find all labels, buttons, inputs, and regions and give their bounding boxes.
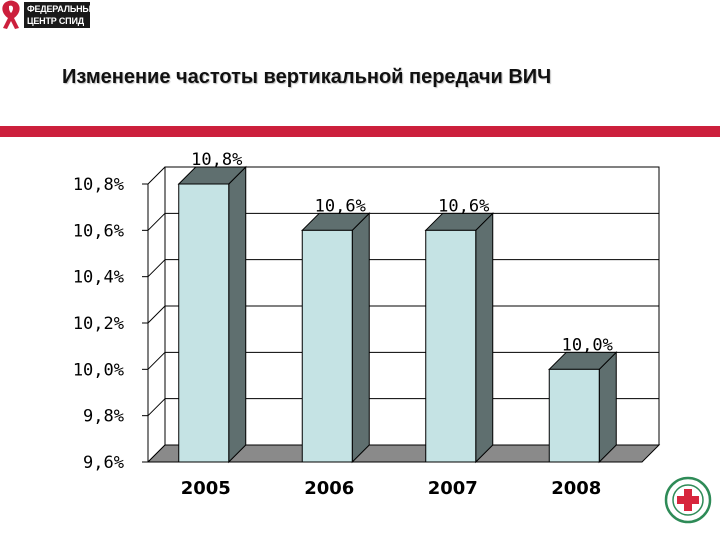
chart-floor xyxy=(146,444,661,463)
chart-labels: 9,6% 9,8% 10,0% 10,2% 10,4% 10,6% 10,8% 10,8% 20… xyxy=(73,150,613,499)
gridline-diagonal xyxy=(147,212,166,231)
page-title: Изменение частоты вертикальной передачи … xyxy=(62,66,552,88)
chart-bars xyxy=(177,165,618,464)
bar-side xyxy=(228,165,247,464)
bar-side xyxy=(598,351,617,464)
data-label: 10,6% xyxy=(315,196,366,216)
y-tick-label: 10,6% xyxy=(73,221,124,241)
logo-line-2: ЦЕНТР СПИД xyxy=(27,16,84,26)
x-tick-label: 2007 xyxy=(428,478,478,499)
y-tick-label: 10,2% xyxy=(73,314,124,334)
y-tick-label: 10,4% xyxy=(73,268,124,288)
bar xyxy=(178,183,230,463)
gridline-diagonal xyxy=(147,305,166,324)
y-tick-label: 10,0% xyxy=(73,360,124,380)
accent-band xyxy=(0,126,720,137)
x-tick-label: 2006 xyxy=(304,478,354,499)
seal-icon xyxy=(664,476,712,524)
data-label: 10,8% xyxy=(191,150,242,170)
bar-side xyxy=(351,212,370,464)
gridline-diagonal xyxy=(147,166,166,185)
bar xyxy=(301,229,353,463)
gridline-diagonal xyxy=(147,398,166,417)
y-tick-label: 9,8% xyxy=(83,407,124,427)
y-tick-label: 10,8% xyxy=(73,175,124,195)
bar-chart: 9,6% 9,8% 10,0% 10,2% 10,4% 10,6% 10,8% 10,8% 20… xyxy=(73,150,661,499)
logo-line-1: ФЕДЕРАЛЬНЫЙ xyxy=(27,4,98,14)
logo: ФЕДЕРАЛЬНЫЙ ЦЕНТР СПИД xyxy=(0,0,98,30)
gridline-diagonal xyxy=(147,259,166,278)
gridline-diagonal xyxy=(147,351,166,370)
y-tick-label: 9,6% xyxy=(83,453,124,473)
data-label: 10,0% xyxy=(562,335,613,355)
bar xyxy=(425,229,477,463)
bar xyxy=(548,368,600,463)
data-label: 10,6% xyxy=(438,196,489,216)
logo-text: ФЕДЕРАЛЬНЫЙ ЦЕНТР СПИД xyxy=(24,2,98,28)
bar-side xyxy=(475,212,494,464)
ribbon-icon xyxy=(2,0,20,29)
chart-floor-plane xyxy=(146,444,661,463)
x-tick-label: 2005 xyxy=(181,478,231,499)
x-tick-label: 2008 xyxy=(551,478,601,499)
